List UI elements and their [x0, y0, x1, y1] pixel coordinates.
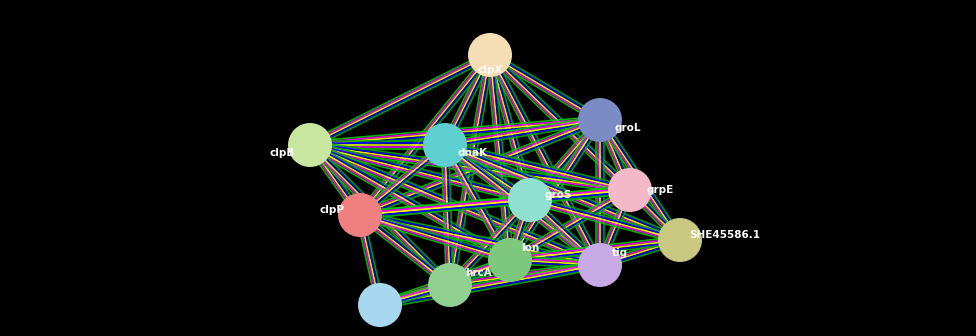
- Text: tig: tig: [612, 248, 629, 258]
- Circle shape: [608, 168, 652, 212]
- Text: SHE45586.1: SHE45586.1: [689, 230, 760, 240]
- Circle shape: [658, 218, 702, 262]
- Circle shape: [288, 123, 332, 167]
- Text: clpB: clpB: [269, 148, 295, 158]
- Text: lon: lon: [521, 243, 539, 253]
- Text: clpP: clpP: [319, 205, 345, 215]
- Circle shape: [358, 283, 402, 327]
- Text: dnaK: dnaK: [458, 148, 488, 158]
- Circle shape: [508, 178, 552, 222]
- Circle shape: [338, 193, 382, 237]
- Text: hrcA: hrcA: [465, 268, 491, 278]
- Circle shape: [428, 263, 472, 307]
- Circle shape: [468, 33, 512, 77]
- Circle shape: [578, 243, 622, 287]
- Circle shape: [423, 123, 467, 167]
- Text: clpX: clpX: [477, 65, 503, 75]
- Circle shape: [578, 98, 622, 142]
- Circle shape: [488, 238, 532, 282]
- Text: groS: groS: [545, 190, 572, 200]
- Text: groL: groL: [615, 123, 641, 133]
- Text: grpE: grpE: [646, 185, 673, 195]
